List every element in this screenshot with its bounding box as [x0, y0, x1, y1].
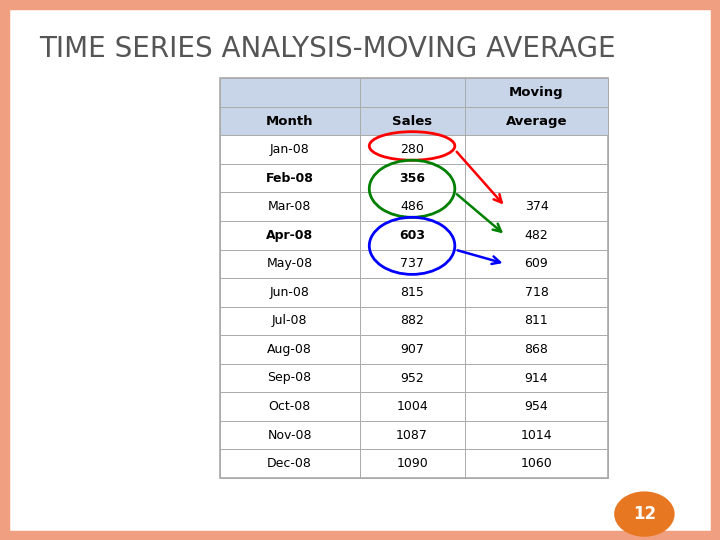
Text: 811: 811	[525, 314, 549, 327]
Text: Mar-08: Mar-08	[268, 200, 311, 213]
Text: 356: 356	[399, 172, 425, 185]
Text: 914: 914	[525, 372, 549, 384]
Text: 1060: 1060	[521, 457, 552, 470]
Text: Month: Month	[266, 114, 313, 127]
Text: Oct-08: Oct-08	[269, 400, 311, 413]
Text: 280: 280	[400, 143, 424, 156]
Text: 12: 12	[633, 505, 656, 523]
Text: 737: 737	[400, 258, 424, 271]
Text: Average: Average	[505, 114, 567, 127]
Text: 374: 374	[525, 200, 549, 213]
Text: 486: 486	[400, 200, 424, 213]
Text: 868: 868	[525, 343, 549, 356]
Text: Sep-08: Sep-08	[268, 372, 312, 384]
Text: May-08: May-08	[266, 258, 312, 271]
Text: 815: 815	[400, 286, 424, 299]
Text: 952: 952	[400, 372, 424, 384]
Text: 1004: 1004	[396, 400, 428, 413]
Text: 1090: 1090	[396, 457, 428, 470]
Bar	[220, 78, 608, 136]
Text: 603: 603	[399, 229, 425, 242]
Text: Apr-08: Apr-08	[266, 229, 313, 242]
Text: Jul-08: Jul-08	[272, 314, 307, 327]
Text: 718: 718	[525, 286, 549, 299]
Text: 609: 609	[525, 258, 549, 271]
Text: 954: 954	[525, 400, 549, 413]
Text: Jan-08: Jan-08	[270, 143, 310, 156]
Text: 1087: 1087	[396, 429, 428, 442]
Circle shape	[614, 491, 675, 537]
Text: Moving: Moving	[509, 86, 564, 99]
Text: 482: 482	[525, 229, 549, 242]
Text: 882: 882	[400, 314, 424, 327]
Text: Jun-08: Jun-08	[270, 286, 310, 299]
Text: Aug-08: Aug-08	[267, 343, 312, 356]
Text: Dec-08: Dec-08	[267, 457, 312, 470]
Text: Feb-08: Feb-08	[266, 172, 313, 185]
Text: Sales: Sales	[392, 114, 432, 127]
Text: Nov-08: Nov-08	[267, 429, 312, 442]
Text: TIME SERIES ANALYSIS-MOVING AVERAGE: TIME SERIES ANALYSIS-MOVING AVERAGE	[40, 35, 616, 63]
Bar	[220, 78, 608, 478]
Text: 1014: 1014	[521, 429, 552, 442]
Text: 907: 907	[400, 343, 424, 356]
